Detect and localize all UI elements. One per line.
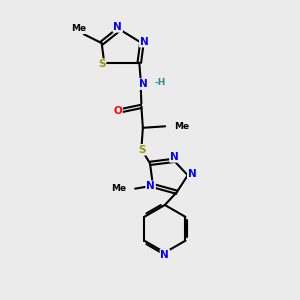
Text: N: N <box>146 181 155 191</box>
Text: N: N <box>160 250 169 260</box>
Text: Me: Me <box>174 122 189 131</box>
Text: -H: -H <box>154 78 166 87</box>
Text: Me: Me <box>71 24 86 33</box>
Text: N: N <box>140 37 148 46</box>
Text: N: N <box>113 22 122 32</box>
Text: N: N <box>139 79 148 89</box>
Text: N: N <box>188 169 197 179</box>
Text: Me: Me <box>111 184 126 193</box>
Text: S: S <box>98 59 106 69</box>
Text: S: S <box>138 145 146 155</box>
Text: O: O <box>113 106 122 116</box>
Text: N: N <box>170 152 179 162</box>
